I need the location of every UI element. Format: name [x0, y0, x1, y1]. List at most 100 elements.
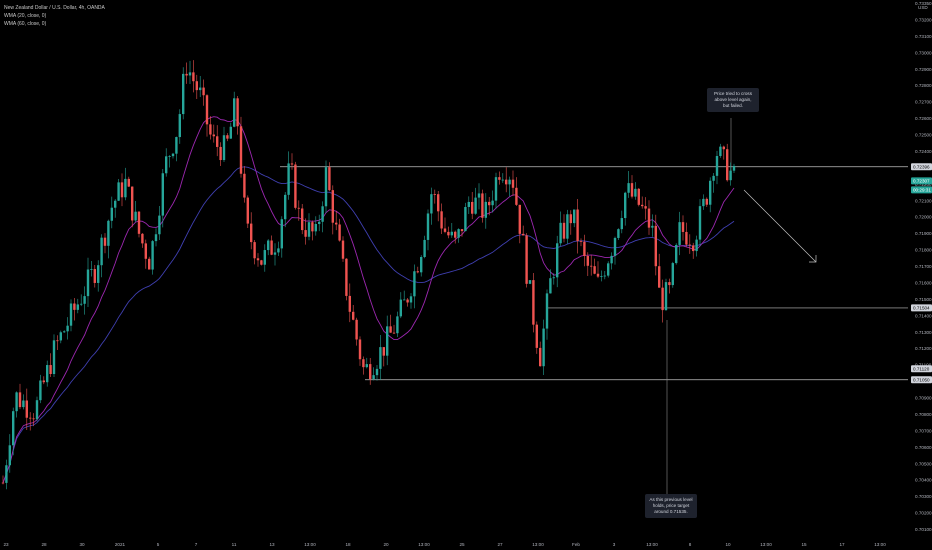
y-tick-label: 0.71800 — [915, 248, 932, 253]
candle-body — [525, 235, 528, 284]
candle-body — [165, 156, 168, 174]
candle-body — [97, 265, 100, 283]
candle-body — [671, 263, 674, 286]
candle-body — [389, 326, 392, 333]
candle-body — [722, 146, 725, 150]
candle-body — [396, 316, 399, 334]
candle-body — [613, 237, 617, 256]
wma20-line — [2, 116, 735, 484]
x-tick-label: 27 — [497, 542, 503, 547]
candle-body — [566, 214, 569, 239]
candle-body — [450, 231, 453, 236]
y-tick-label: 0.72700 — [915, 100, 932, 105]
candle-body — [569, 214, 572, 224]
price-label: 0.71504 — [913, 306, 930, 311]
candle-body — [511, 179, 515, 188]
y-tick-label: 0.72100 — [915, 198, 932, 203]
candle-body — [321, 206, 324, 222]
candle-body — [35, 400, 39, 420]
candle-body — [457, 229, 460, 238]
x-tick-label: 23 — [3, 542, 9, 547]
candle-body — [324, 167, 328, 207]
candle-body — [681, 222, 685, 232]
candle-body — [549, 278, 552, 294]
candle-body — [12, 411, 15, 446]
y-tick-label: 0.70800 — [915, 412, 932, 417]
candle-body — [607, 263, 610, 276]
candle-body — [161, 173, 164, 216]
candle-body — [175, 137, 178, 154]
candle-body — [205, 95, 209, 125]
candle-body — [522, 233, 525, 236]
candle-body — [416, 271, 419, 273]
candle-body — [246, 197, 249, 224]
x-tick-label: 2021 — [115, 542, 126, 547]
chart-legend: New Zealand Dollar / U.S. Dollar, 4h, OA… — [4, 4, 105, 28]
candle-body — [236, 98, 239, 127]
candle-body — [148, 258, 151, 270]
price-label-box — [911, 365, 932, 373]
candle-body — [345, 258, 348, 296]
candle-body — [331, 190, 334, 223]
price-label: 0.71050 — [913, 378, 930, 383]
y-tick-label: 0.70700 — [915, 428, 932, 433]
candle-body — [386, 326, 389, 356]
candle-body — [627, 183, 630, 193]
candle-body — [284, 194, 287, 220]
y-tick-label: 0.72900 — [915, 67, 932, 72]
candle-body — [294, 164, 297, 208]
candle-body — [335, 222, 338, 225]
candle-body — [375, 368, 379, 376]
price-label-box — [911, 163, 932, 171]
candle-body — [328, 167, 331, 191]
candle-body — [590, 265, 593, 267]
price-label: 0.71120 — [913, 366, 930, 371]
candle-body — [301, 208, 304, 231]
y-tick-label: 0.72500 — [915, 133, 932, 138]
candle-body — [69, 303, 73, 326]
candle-body — [535, 324, 538, 348]
candle-body — [199, 87, 202, 91]
candle-body — [413, 271, 416, 297]
candle-body — [253, 242, 256, 259]
candle-body — [80, 303, 83, 305]
candle-body — [423, 239, 426, 257]
candle-body — [437, 194, 440, 212]
candle-body — [498, 177, 501, 180]
candle-body — [481, 193, 484, 218]
candle-body — [15, 392, 18, 412]
wma60-label: WMA (60, close, 0) — [4, 21, 47, 27]
candle-body — [46, 365, 49, 383]
candle-body — [372, 375, 375, 380]
candle-body — [617, 229, 620, 238]
candle-body — [443, 228, 447, 232]
candle-body — [348, 295, 351, 312]
y-tick-label: 0.70100 — [915, 527, 932, 532]
x-tick-label: 13:00 — [760, 542, 772, 547]
x-tick-label: 8 — [689, 542, 692, 547]
candle-body — [107, 220, 110, 246]
candle-body — [603, 275, 606, 277]
candle-body — [420, 256, 423, 273]
wma20-label: WMA (20, close, 0) — [4, 13, 47, 19]
x-tick-label: 13:00 — [532, 542, 544, 547]
candle-body — [56, 340, 59, 342]
candle-body — [576, 209, 579, 242]
candle-body — [59, 332, 62, 341]
y-tick-label: 0.71700 — [915, 264, 932, 269]
candle-body — [25, 400, 28, 418]
candle-body — [202, 87, 205, 96]
candle-body — [705, 198, 708, 205]
candle-body — [314, 224, 317, 232]
candle-body — [508, 179, 511, 185]
candle-body — [5, 465, 8, 483]
y-tick-label: 0.72000 — [915, 215, 932, 220]
price-label-box — [911, 186, 932, 194]
candle-body — [103, 237, 107, 246]
x-tick-label: 13:00 — [304, 542, 316, 547]
candle-body — [311, 222, 314, 232]
x-tick-label: 13 — [269, 542, 275, 547]
candle-body — [688, 244, 691, 246]
candle-body — [467, 201, 470, 207]
